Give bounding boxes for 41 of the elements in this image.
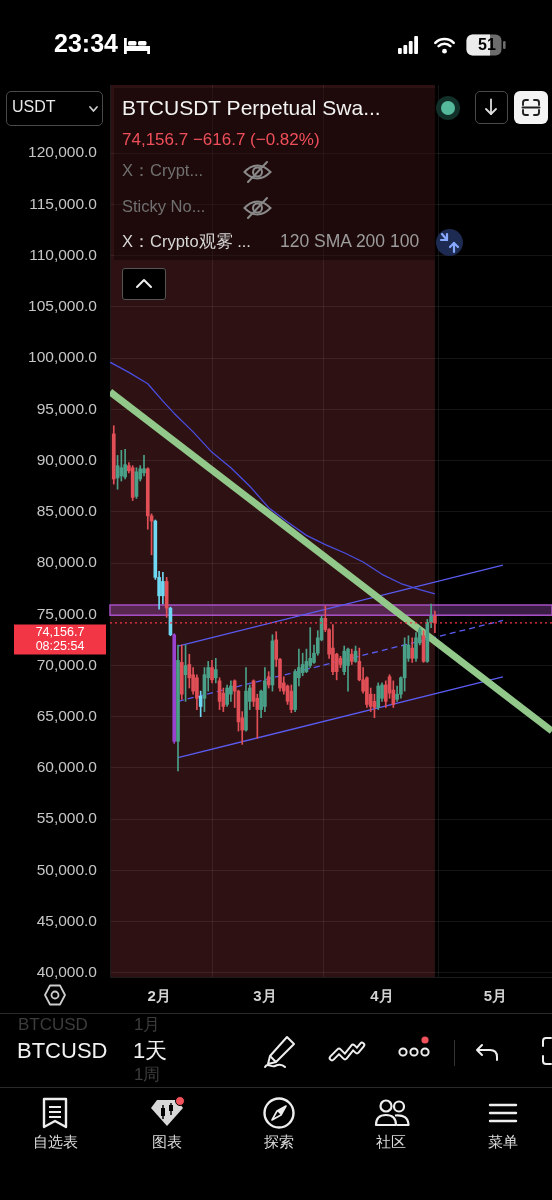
y-tick-label: 120,000.0 (28, 143, 98, 161)
y-tick-label: 100,000.0 (28, 348, 98, 366)
text: BTCUSDT Perpetual Swa... (122, 96, 381, 119)
text: 1天 (133, 1038, 168, 1063)
text: 社区 (376, 1133, 406, 1150)
text: BTCUSD (18, 1015, 88, 1034)
text: 23:34 (54, 29, 118, 57)
y-tick-label: 80,000.0 (36, 553, 98, 571)
annotation: X：Crypt... (122, 161, 204, 179)
text: 探索 (264, 1133, 294, 1150)
y-tick-label: 55,000.0 (36, 809, 98, 827)
text: BTCUSD (17, 1038, 108, 1063)
ref-line-label: 74,156.7 08:25:54 (35, 625, 85, 653)
x-tick-label: 2月 (147, 987, 171, 1005)
y-tick-label: 85,000.0 (36, 502, 98, 520)
x-tick-label: 5月 (483, 987, 508, 1005)
y-tick-label: 90,000.0 (36, 450, 98, 468)
annotation: X：Crypto观雾 ... (122, 232, 251, 250)
y-tick-label: 70,000.0 (36, 655, 98, 673)
text: 图表 (152, 1133, 182, 1150)
text: USDT (12, 98, 56, 115)
y-tick-label: 110,000.0 (29, 245, 98, 263)
x-tick-label: 4月 (370, 987, 394, 1005)
annotation: 120 SMA 200 100 (280, 231, 420, 251)
text: 74,156.7 −616.7 (−0.82%) (122, 130, 320, 149)
y-tick-label: 115,000.0 (29, 194, 98, 212)
y-tick-label: 50,000.0 (36, 860, 98, 878)
text: 1周 (134, 1065, 161, 1084)
text: 1月 (134, 1015, 161, 1034)
y-tick-label: 75,000.0 (36, 604, 98, 622)
text: 菜单 (488, 1133, 518, 1150)
y-tick-label: 45,000.0 (36, 911, 98, 929)
x-tick-label: 3月 (253, 987, 277, 1005)
y-tick-label: 40,000.0 (36, 963, 98, 981)
y-tick-label: 105,000.0 (28, 297, 98, 315)
y-tick-label: 65,000.0 (36, 707, 98, 725)
annotation: Sticky No... (122, 197, 206, 215)
y-tick-label: 60,000.0 (36, 758, 98, 776)
text: 自选表 (32, 1133, 78, 1150)
y-tick-label: 95,000.0 (36, 399, 98, 417)
text: 51 (478, 36, 496, 53)
